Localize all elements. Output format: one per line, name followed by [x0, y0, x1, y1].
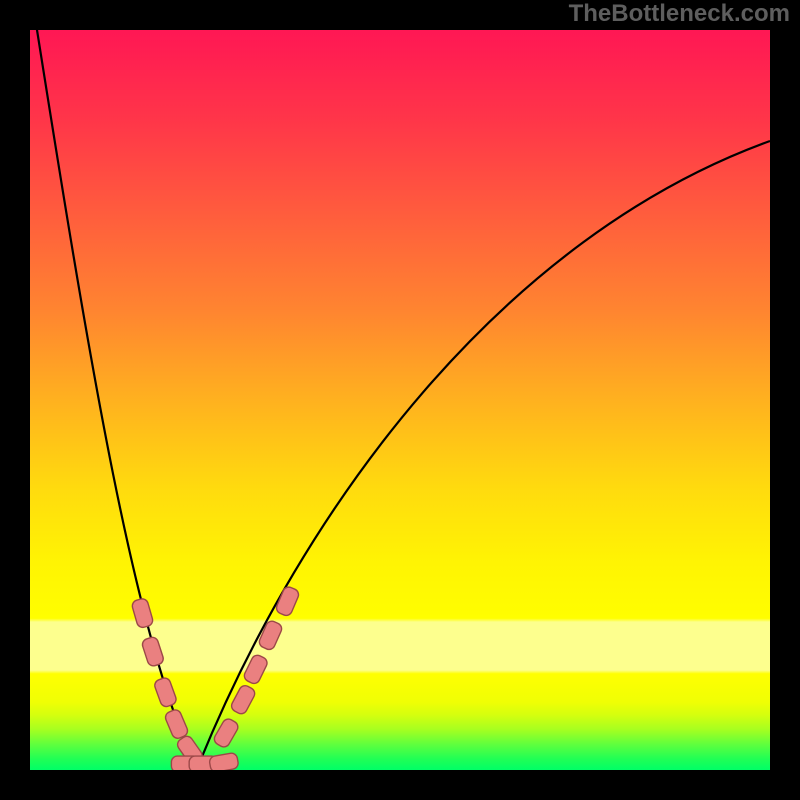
plot-svg: [30, 30, 770, 770]
plot-area: [30, 30, 770, 770]
gradient-background: [30, 30, 770, 770]
watermark-text: TheBottleneck.com: [569, 0, 790, 28]
chart-frame: TheBottleneck.com: [0, 0, 800, 800]
